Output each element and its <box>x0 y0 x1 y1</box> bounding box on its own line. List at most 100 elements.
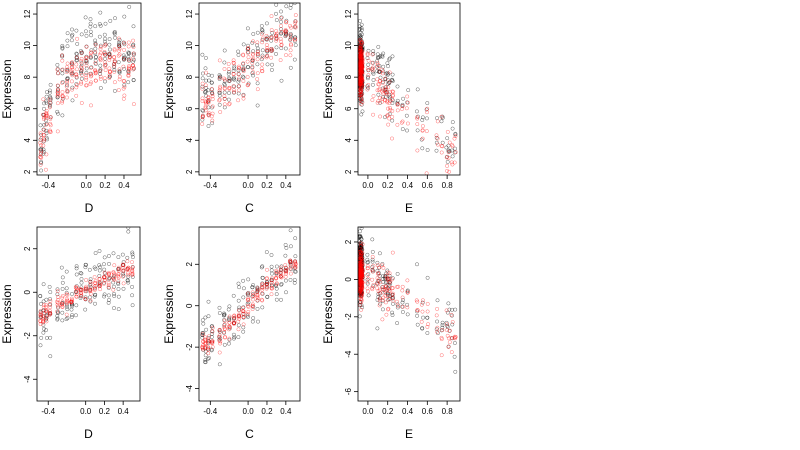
data-point-red <box>98 68 103 73</box>
x-tick-label: 0.0 <box>362 181 374 190</box>
data-point-black <box>236 91 241 96</box>
x-tick-label: 0.2 <box>382 407 394 416</box>
data-point-red <box>79 101 84 105</box>
data-point-black <box>260 28 265 33</box>
data-point-black <box>60 310 65 315</box>
data-point-red <box>65 80 70 85</box>
data-point-red <box>424 129 429 134</box>
data-point-red <box>365 266 370 271</box>
data-point-red <box>226 61 231 66</box>
data-point-black <box>70 27 74 32</box>
data-point-red <box>360 284 365 289</box>
data-point-red <box>48 123 53 128</box>
data-point-red <box>93 68 98 73</box>
data-point-red <box>246 291 250 296</box>
data-point-black <box>420 326 425 331</box>
data-point-red <box>255 290 260 295</box>
y-tick-label: 2 <box>185 262 194 267</box>
data-point-black <box>375 268 380 273</box>
data-point-black <box>125 278 130 283</box>
data-point-black <box>112 68 117 73</box>
data-point-red <box>420 128 425 133</box>
data-point-black <box>400 300 405 305</box>
data-point-black <box>246 277 251 282</box>
data-point-red <box>435 142 440 147</box>
data-point-red <box>260 282 265 287</box>
x-axis-label: E <box>405 201 413 215</box>
data-point-black <box>116 287 121 291</box>
data-point-black <box>365 74 370 79</box>
data-point-black <box>200 117 205 122</box>
data-point-black <box>395 98 400 103</box>
data-point-red <box>222 94 227 99</box>
data-point-red <box>79 81 84 86</box>
data-point-black <box>222 79 227 84</box>
data-point-red <box>446 336 451 341</box>
data-point-red <box>293 13 298 18</box>
x-tick-label: 0.0 <box>243 407 255 416</box>
data-point-red <box>375 60 380 65</box>
data-point-red <box>125 259 130 264</box>
data-point-red <box>74 93 79 98</box>
data-point-red <box>383 76 388 81</box>
data-point-red <box>217 335 222 339</box>
data-point-black <box>126 57 131 62</box>
data-point-red <box>366 276 371 281</box>
data-point-red <box>111 270 116 275</box>
data-point-black <box>60 80 65 84</box>
data-point-red <box>200 81 205 86</box>
data-point-black <box>450 154 455 159</box>
points-group <box>200 3 298 128</box>
data-point-black <box>131 78 136 83</box>
data-point-red <box>55 67 60 72</box>
data-point-red <box>370 60 375 65</box>
data-point-black <box>217 93 222 98</box>
data-point-red <box>107 51 112 56</box>
data-point-black <box>269 253 274 257</box>
data-point-black <box>283 253 288 258</box>
data-point-black <box>279 78 284 83</box>
data-point-red <box>265 281 270 286</box>
data-point-red <box>55 299 60 304</box>
data-point-red <box>390 285 395 290</box>
data-point-black <box>264 36 269 41</box>
data-point-red <box>79 50 84 55</box>
data-point-red <box>385 270 390 275</box>
data-point-black <box>288 244 293 249</box>
data-point-black <box>200 84 205 89</box>
data-point-black <box>44 328 48 333</box>
data-point-red <box>405 100 410 105</box>
data-point-black <box>102 294 107 299</box>
data-point-black <box>293 236 298 241</box>
data-point-red <box>293 25 298 30</box>
data-point-black <box>70 98 75 103</box>
data-point-red <box>278 16 283 21</box>
data-point-black <box>377 70 382 74</box>
data-point-black <box>250 319 255 324</box>
data-point-black <box>93 55 98 60</box>
data-point-black <box>116 282 121 286</box>
data-point-black <box>122 83 127 87</box>
data-point-red <box>44 110 49 115</box>
data-point-red <box>365 286 370 291</box>
data-point-black <box>203 359 207 364</box>
data-point-black <box>88 55 93 60</box>
data-point-red <box>415 115 419 120</box>
data-point-black <box>55 292 60 297</box>
data-point-red <box>48 117 53 121</box>
data-point-black <box>387 96 392 101</box>
data-point-red <box>206 110 211 115</box>
data-point-black <box>358 314 362 319</box>
data-point-black <box>69 38 74 43</box>
data-point-red <box>65 298 70 303</box>
data-point-black <box>203 55 208 60</box>
data-point-red <box>103 64 108 69</box>
data-point-red <box>227 101 232 106</box>
data-point-black <box>435 319 440 324</box>
data-point-red <box>358 241 363 246</box>
data-point-red <box>131 51 136 56</box>
data-point-red <box>121 268 126 273</box>
data-point-red <box>39 149 44 154</box>
data-point-black <box>424 107 429 112</box>
data-point-black <box>55 109 60 114</box>
